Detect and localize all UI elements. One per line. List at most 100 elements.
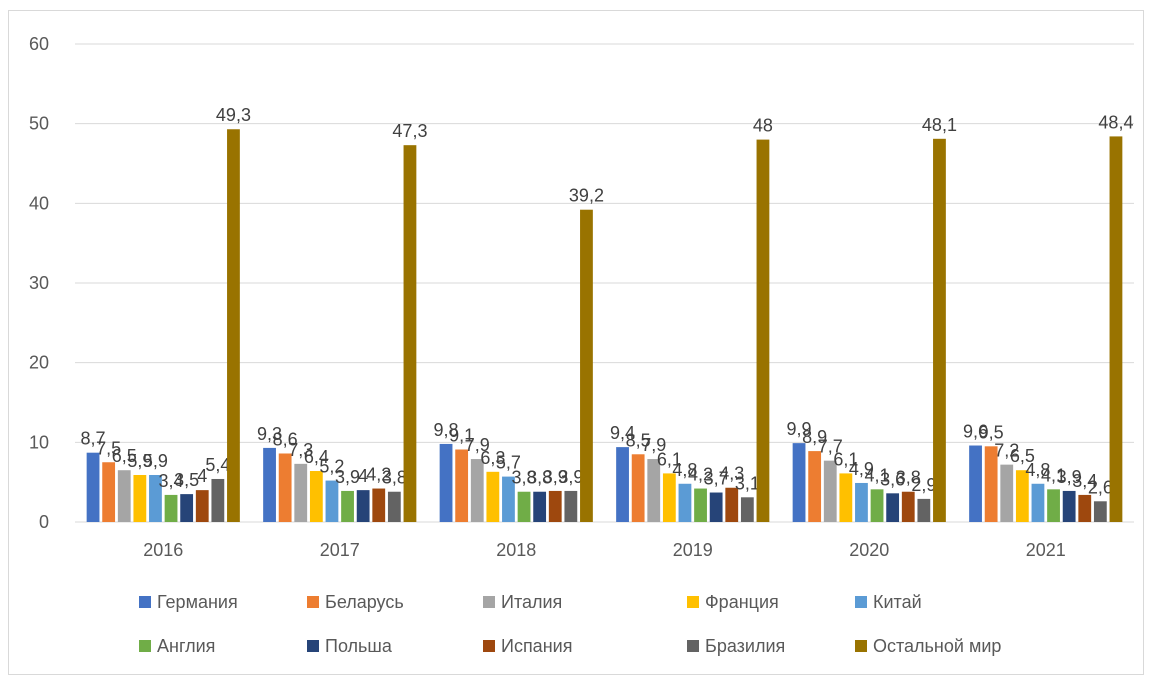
- data-label: 2,9: [911, 475, 936, 495]
- bar: [694, 488, 707, 522]
- data-label: 3,8: [527, 468, 552, 488]
- bar: [901, 491, 915, 522]
- data-label: 4: [197, 466, 207, 486]
- legend-swatch: [139, 640, 151, 652]
- bar: [356, 490, 370, 522]
- y-tick-label: 0: [39, 512, 49, 532]
- bar-group-2017: 9,38,67,36,45,23,944,23,8 47,3: [257, 121, 427, 522]
- bar: [470, 459, 484, 522]
- data-label: 6,1: [833, 449, 858, 469]
- data-label: 9,5: [979, 422, 1004, 442]
- bar: [533, 491, 547, 522]
- data-label: 4,1: [1041, 465, 1066, 485]
- bar-chart: 01020304050608,77,56,55,95,93,43,545,449…: [29, 34, 1134, 656]
- bar-group-2016: 8,77,56,55,95,93,43,545,449,3: [81, 105, 251, 522]
- bar: [1000, 464, 1014, 522]
- data-label: 4,1: [865, 465, 890, 485]
- bar-group-2018: 9,89,17,96,35,73,83,83,93,939,2: [434, 186, 604, 522]
- data-label: 7,2: [994, 441, 1019, 461]
- data-label: 4: [358, 466, 368, 486]
- bar: [886, 493, 900, 522]
- legend-label: Италия: [501, 592, 562, 612]
- data-label: 3,6: [880, 469, 905, 489]
- data-label: 9,1: [449, 426, 474, 446]
- legend-label: Франция: [705, 592, 779, 612]
- legend-swatch: [139, 596, 151, 608]
- legend-item: Италия: [483, 592, 562, 612]
- legend-label: Англия: [157, 636, 215, 656]
- data-label: 7,7: [818, 437, 843, 457]
- data-label: 3,9: [558, 467, 583, 487]
- legend-item: Франция: [687, 592, 779, 612]
- bar: [917, 498, 931, 522]
- data-label: 4,8: [1025, 460, 1050, 480]
- data-label: 48: [753, 116, 773, 136]
- bar: [294, 463, 308, 522]
- bar: [1093, 501, 1107, 522]
- bar-group-2020: 9,98,97,76,14,94,13,63,82,9 48,1: [787, 115, 957, 522]
- bar: [387, 491, 401, 522]
- data-label: 3,4: [1072, 471, 1097, 491]
- gridlines: [75, 43, 1134, 523]
- data-label: 48,1: [922, 115, 957, 135]
- x-tick-label: 2021: [1026, 540, 1066, 560]
- data-label: 9,6: [963, 422, 988, 442]
- y-tick-label: 20: [29, 353, 49, 373]
- data-label: 8,5: [626, 430, 651, 450]
- bar: [933, 138, 946, 522]
- legend-label: Германия: [157, 592, 238, 612]
- data-label: 9,8: [434, 420, 459, 440]
- legend-swatch: [687, 640, 699, 652]
- data-label: 4,9: [849, 459, 874, 479]
- bar: [486, 471, 500, 522]
- bar: [180, 494, 194, 522]
- data-label: 3,8: [382, 468, 407, 488]
- data-label: 7,3: [288, 440, 313, 460]
- data-label: 6,5: [112, 446, 137, 466]
- bar: [1109, 136, 1123, 522]
- data-label: 3,8: [896, 468, 921, 488]
- bar: [548, 490, 562, 522]
- legend-swatch: [307, 640, 319, 652]
- data-label: 3,4: [159, 471, 184, 491]
- bar: [278, 453, 292, 522]
- y-tick-label: 30: [29, 273, 49, 293]
- legend-item: Польша: [307, 636, 393, 656]
- bar: [725, 487, 739, 522]
- data-label: 5,7: [496, 453, 521, 473]
- bar: [1031, 483, 1045, 522]
- bar: [149, 474, 162, 522]
- bar-group-2019: 9,48,57,96,14,84,23,74,33,1 48: [610, 116, 773, 522]
- legend-label: Польша: [325, 636, 393, 656]
- chart-frame: 0 10 20 30 40 50 60 8,7 7,5 6,5 5,9 5,9 3,4 3,5 4 5,4 49…: [8, 10, 1144, 675]
- legend-swatch: [307, 596, 319, 608]
- data-label: 48,4: [1098, 112, 1133, 132]
- data-label: 7,5: [96, 438, 121, 458]
- legend-swatch: [483, 596, 495, 608]
- bar: [756, 139, 770, 522]
- legend-label: Испания: [501, 636, 572, 656]
- x-tick-label: 2016: [143, 540, 183, 560]
- bar: [309, 471, 323, 522]
- bar: [678, 483, 692, 522]
- data-label: 5,2: [319, 457, 344, 477]
- data-label: 9,4: [610, 423, 635, 443]
- legend-swatch: [855, 596, 867, 608]
- bar: [564, 490, 578, 522]
- bar: [984, 446, 998, 522]
- data-label: 6,4: [304, 447, 329, 467]
- y-tick-label: 60: [29, 34, 49, 54]
- data-label: 8,9: [802, 427, 827, 447]
- bar: [227, 129, 240, 522]
- bar-group-2021: 9,69,57,26,54,84,13,93,42,6 48,4: [963, 112, 1133, 522]
- data-label: 3,7: [704, 469, 729, 489]
- bar: [502, 476, 515, 522]
- x-tick-label: 2017: [320, 540, 360, 560]
- bar: [1015, 470, 1029, 522]
- bar: [662, 473, 676, 522]
- data-label: 8,6: [273, 429, 298, 449]
- legend-label: Китай: [873, 592, 922, 612]
- data-label: 3,9: [543, 467, 568, 487]
- bar: [1047, 489, 1060, 522]
- bar: [580, 209, 593, 522]
